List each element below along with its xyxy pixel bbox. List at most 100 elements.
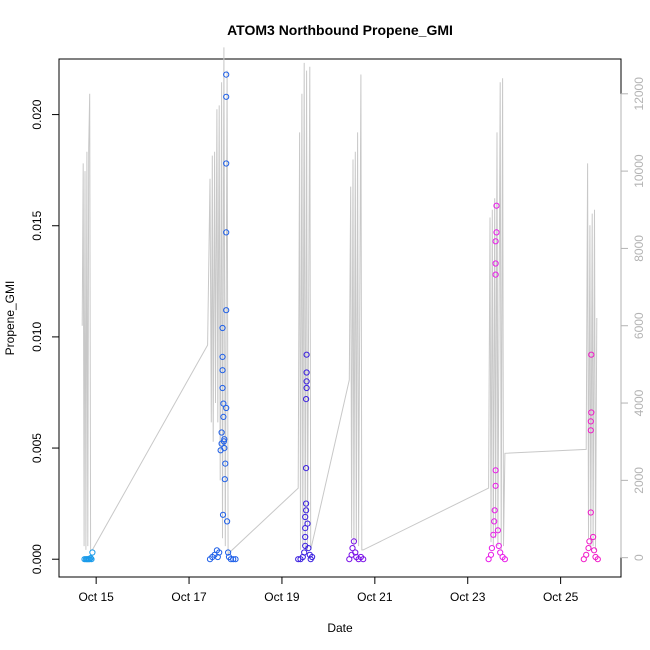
data-point bbox=[501, 556, 508, 563]
y2-tick-label: 0 bbox=[632, 554, 646, 561]
data-point bbox=[590, 533, 597, 541]
data-point bbox=[219, 511, 227, 518]
x-tick-label: Oct 15 bbox=[78, 590, 114, 604]
y-tick-label: 0.005 bbox=[30, 433, 44, 463]
data-point bbox=[221, 445, 228, 452]
data-point bbox=[492, 271, 499, 278]
data-point bbox=[488, 545, 495, 552]
data-point bbox=[360, 556, 367, 563]
y-axis: 0.000 0.005 0.010 0.015 0.020 bbox=[30, 99, 60, 574]
data-point bbox=[220, 438, 227, 445]
x-tick-label: Oct 23 bbox=[450, 590, 486, 604]
data-point bbox=[303, 384, 310, 392]
data-point bbox=[588, 409, 595, 416]
data-point bbox=[221, 436, 228, 443]
data-point bbox=[594, 556, 601, 563]
data-point bbox=[591, 547, 598, 554]
x-axis: Oct 15 Oct 17 Oct 19 Oct 21 Oct 23 Oct 25 bbox=[78, 576, 579, 604]
data-point bbox=[227, 556, 234, 563]
data-point bbox=[492, 482, 499, 489]
data-point bbox=[305, 545, 312, 552]
data-point bbox=[350, 538, 357, 545]
data-point bbox=[491, 507, 498, 514]
y2-tick-label: 12000 bbox=[632, 77, 646, 111]
data-point bbox=[221, 476, 228, 483]
data-point bbox=[303, 465, 310, 472]
data-point bbox=[216, 549, 223, 556]
plot-frame bbox=[58, 58, 622, 578]
y-tick-label: 0.010 bbox=[30, 322, 44, 352]
data-point bbox=[302, 533, 309, 541]
data-point bbox=[219, 324, 226, 332]
y2-tick-label: 6000 bbox=[632, 312, 646, 339]
data-point bbox=[490, 531, 497, 538]
data-point bbox=[220, 400, 227, 407]
data-point bbox=[494, 527, 501, 534]
data-point bbox=[89, 549, 96, 556]
data-point bbox=[86, 556, 93, 563]
data-point bbox=[303, 396, 310, 403]
data-point bbox=[495, 542, 502, 550]
y2-tick-label: 8000 bbox=[632, 235, 646, 262]
data-point bbox=[225, 549, 232, 556]
data-point bbox=[222, 460, 229, 467]
y2-tick-label: 10000 bbox=[632, 154, 646, 188]
data-point bbox=[304, 520, 311, 527]
x-tick-label: Oct 17 bbox=[171, 590, 207, 604]
data-point bbox=[303, 369, 310, 376]
data-point bbox=[232, 556, 239, 563]
x-axis-label: Date bbox=[327, 621, 353, 635]
data-point bbox=[587, 509, 594, 516]
data-point bbox=[223, 404, 230, 412]
data-point bbox=[224, 518, 231, 525]
altitude-line-layer bbox=[81, 47, 598, 555]
data-point bbox=[303, 500, 310, 507]
data-point bbox=[302, 513, 309, 521]
data-point bbox=[586, 538, 593, 545]
data-point bbox=[585, 545, 592, 552]
data-point bbox=[493, 229, 500, 236]
data-point bbox=[303, 351, 310, 358]
data-point bbox=[588, 351, 595, 358]
x-tick-label: Oct 25 bbox=[543, 590, 579, 604]
data-point bbox=[301, 549, 308, 556]
y-tick-label: 0.000 bbox=[30, 544, 44, 574]
data-point bbox=[218, 429, 225, 436]
data-point bbox=[587, 418, 594, 425]
data-point bbox=[309, 553, 316, 561]
y-tick-label: 0.015 bbox=[30, 210, 44, 240]
data-point bbox=[88, 556, 95, 563]
data-point bbox=[493, 202, 500, 209]
data-point bbox=[87, 555, 94, 562]
altitude-line bbox=[81, 47, 598, 555]
y2-tick-label: 4000 bbox=[632, 389, 646, 416]
chart-title: ATOM3 Northbound Propene_GMI bbox=[227, 22, 453, 38]
data-point bbox=[223, 307, 230, 314]
x-tick-label: Oct 19 bbox=[264, 590, 300, 604]
y-axis-label: Propene_GMI bbox=[3, 281, 17, 356]
data-point bbox=[219, 384, 226, 392]
data-points-layer bbox=[81, 71, 601, 563]
data-point bbox=[492, 238, 499, 245]
y2-tick-label: 2000 bbox=[632, 467, 646, 494]
data-point bbox=[220, 413, 227, 420]
data-point bbox=[492, 260, 499, 267]
data-point bbox=[487, 551, 495, 558]
y-tick-label: 0.020 bbox=[30, 99, 44, 129]
data-point bbox=[352, 549, 359, 556]
data-point bbox=[223, 71, 230, 78]
data-point bbox=[303, 378, 310, 385]
data-point bbox=[349, 545, 356, 552]
data-point bbox=[223, 160, 230, 167]
data-point bbox=[219, 353, 226, 360]
x-tick-label: Oct 21 bbox=[357, 590, 393, 604]
data-point bbox=[303, 507, 310, 514]
data-point bbox=[223, 229, 230, 236]
data-point bbox=[492, 467, 499, 474]
data-point bbox=[219, 367, 226, 374]
right-axis: 0 2000 4000 6000 8000 10000 12000 bbox=[620, 77, 646, 561]
data-point bbox=[223, 93, 230, 100]
data-point bbox=[587, 427, 594, 434]
data-point bbox=[230, 556, 237, 563]
